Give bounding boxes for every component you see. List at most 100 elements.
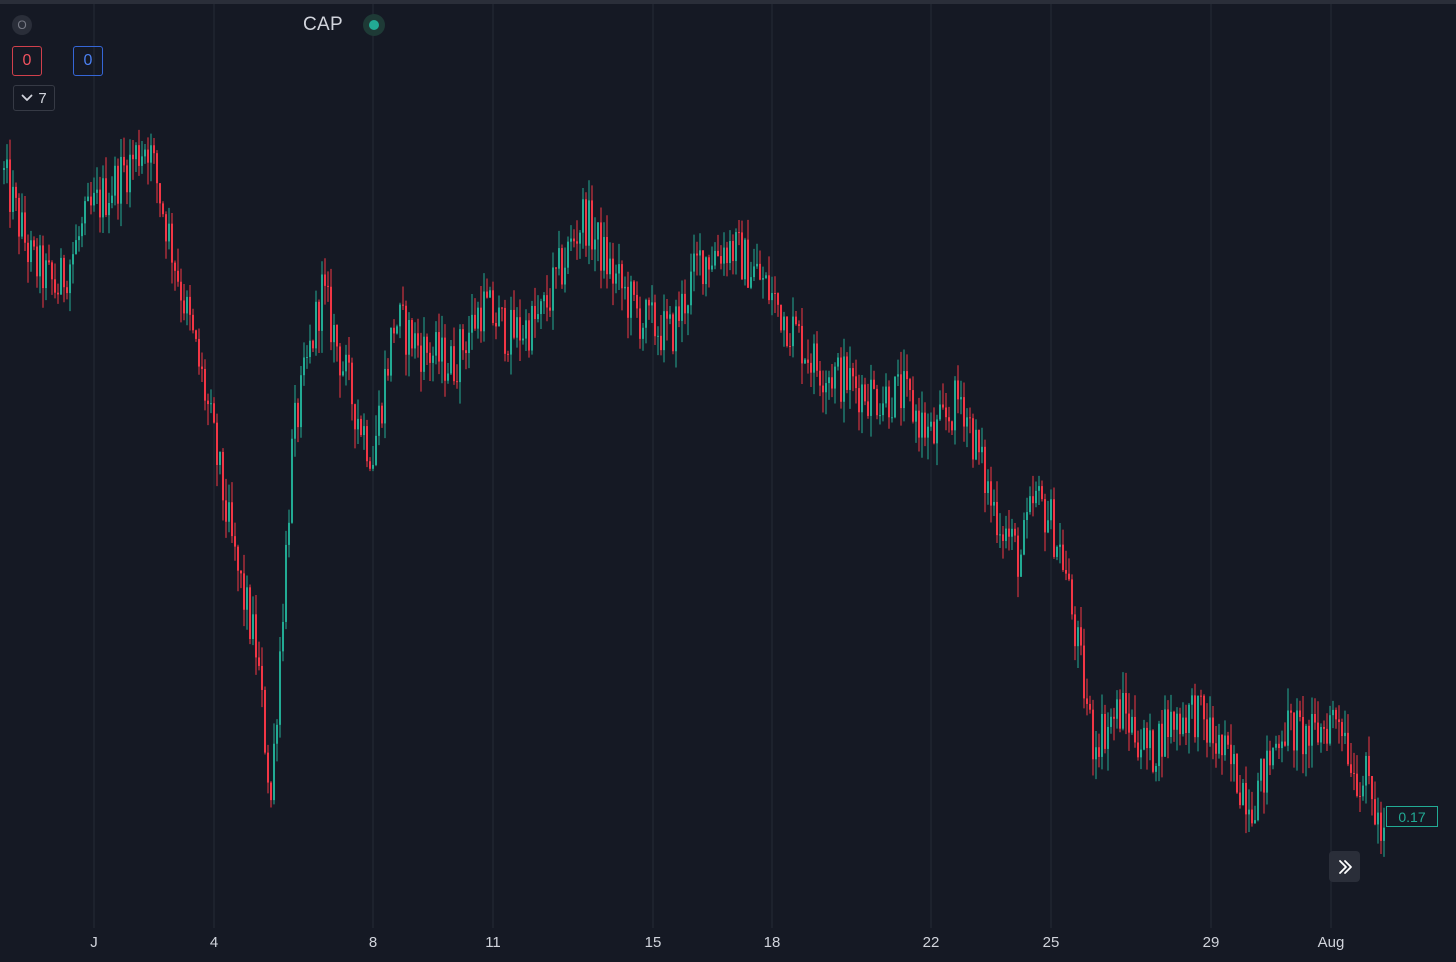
candle-body xyxy=(738,232,740,234)
candle-body xyxy=(1254,820,1256,824)
candle-body xyxy=(567,241,569,268)
candle-body xyxy=(1380,812,1382,841)
candle-body xyxy=(537,314,539,320)
candle-body xyxy=(183,300,185,314)
candle-body xyxy=(345,354,347,372)
candle-body xyxy=(1119,699,1121,729)
candle-body xyxy=(453,346,455,382)
candle-body xyxy=(339,346,341,376)
candle-body xyxy=(576,241,578,244)
candle-body xyxy=(510,309,512,355)
candle-body xyxy=(672,314,674,352)
candle-body xyxy=(1197,695,1199,738)
candle-body xyxy=(888,386,890,418)
candle-body xyxy=(333,324,335,343)
candle-body xyxy=(1149,730,1151,749)
candle-body xyxy=(666,311,668,319)
candle-body xyxy=(903,371,905,409)
candle-body xyxy=(411,320,413,349)
candle-body xyxy=(24,212,26,243)
candle-body xyxy=(393,327,395,334)
candle-body xyxy=(918,410,920,438)
candle-body xyxy=(855,376,857,389)
candle-body xyxy=(894,376,896,418)
scroll-to-realtime-button[interactable] xyxy=(1329,851,1360,882)
candle-body xyxy=(696,253,698,256)
candle-body xyxy=(963,397,965,427)
candle-body xyxy=(915,410,917,422)
candle-body xyxy=(882,403,884,416)
candle-body xyxy=(30,240,32,263)
candle-body xyxy=(1251,809,1253,824)
candle-body xyxy=(807,359,809,363)
candle-body xyxy=(618,264,620,274)
candle-body xyxy=(777,293,779,305)
candle-body xyxy=(528,320,530,351)
candle-body xyxy=(783,316,785,331)
buy-button[interactable]: 0 xyxy=(73,46,103,76)
candle-body xyxy=(498,307,500,327)
candle-body xyxy=(366,426,368,462)
candle-body xyxy=(357,418,359,430)
candle-body xyxy=(1032,496,1034,504)
candle-body xyxy=(396,326,398,334)
candle-body xyxy=(213,403,215,423)
candle-body xyxy=(63,257,65,288)
candle-body xyxy=(153,145,155,154)
x-tick-label: 22 xyxy=(923,934,940,951)
candle-body xyxy=(1089,703,1091,710)
x-tick-label: J xyxy=(90,934,98,951)
candle-body xyxy=(702,250,704,285)
candle-body xyxy=(747,239,749,288)
candle-body xyxy=(714,250,716,266)
candle-body xyxy=(900,374,902,409)
candle-body xyxy=(852,368,854,377)
candle-body xyxy=(768,275,770,301)
candle-body xyxy=(1206,719,1208,743)
candle-body xyxy=(684,293,686,314)
candle-body xyxy=(1077,627,1079,647)
candle-body xyxy=(594,239,596,250)
sell-button[interactable]: 0 xyxy=(12,46,42,76)
candle-body xyxy=(132,154,134,160)
candle-body xyxy=(846,356,848,390)
symbol-name[interactable]: CAP xyxy=(303,14,343,35)
candle-body xyxy=(1272,747,1274,766)
candle-body xyxy=(633,281,635,295)
market-status-dot xyxy=(369,20,379,30)
candle-body xyxy=(93,192,95,206)
candle-body xyxy=(1320,726,1322,743)
market-status-indicator[interactable] xyxy=(363,14,385,36)
candle-body xyxy=(1164,709,1166,757)
candle-body xyxy=(705,257,707,285)
candle-body xyxy=(909,379,911,391)
symbol-legend[interactable]: O xyxy=(12,12,32,38)
candle-body xyxy=(258,657,260,666)
candle-body xyxy=(987,481,989,494)
candle-body xyxy=(186,296,188,314)
candle-body xyxy=(1059,544,1061,547)
candle-body xyxy=(1110,716,1112,727)
candle-body xyxy=(231,502,233,537)
candle-body xyxy=(291,438,293,523)
candle-body xyxy=(726,247,728,264)
candle-body xyxy=(1269,750,1271,766)
candle-body xyxy=(819,370,821,386)
candle-body xyxy=(1224,735,1226,756)
candle-body xyxy=(837,357,839,367)
candle-body xyxy=(1308,725,1310,746)
candle-body xyxy=(279,651,281,725)
candle-body xyxy=(840,357,842,402)
candle-body xyxy=(1011,528,1013,537)
candle-body xyxy=(867,401,869,416)
candle-body xyxy=(1275,743,1277,748)
candle-body xyxy=(1050,499,1052,521)
candle-body xyxy=(657,335,659,337)
candle-body xyxy=(108,202,110,216)
indicators-toggle-button[interactable]: 7 xyxy=(13,85,55,111)
candle-body xyxy=(1158,723,1160,767)
chevron-down-icon xyxy=(21,94,33,101)
candle-body xyxy=(180,281,182,301)
candle-body xyxy=(270,782,272,801)
